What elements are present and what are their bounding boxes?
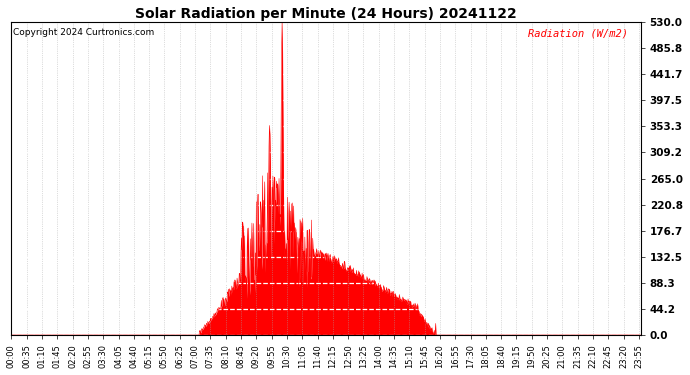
Title: Solar Radiation per Minute (24 Hours) 20241122: Solar Radiation per Minute (24 Hours) 20… — [135, 7, 517, 21]
Text: Copyright 2024 Curtronics.com: Copyright 2024 Curtronics.com — [12, 28, 154, 38]
Text: Radiation (W/m2): Radiation (W/m2) — [528, 28, 628, 38]
